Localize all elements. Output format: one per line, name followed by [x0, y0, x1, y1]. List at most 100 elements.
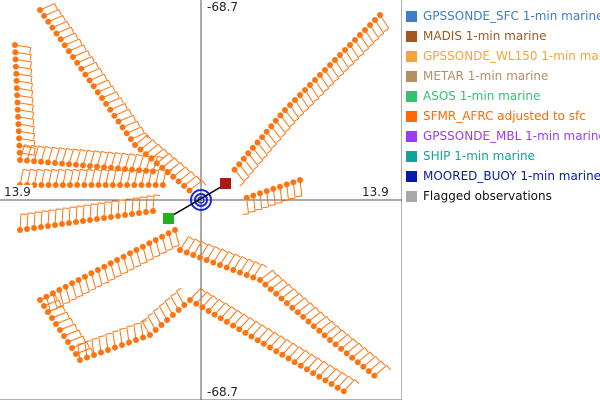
wind-barb-flag	[60, 148, 66, 150]
wind-barb-staff	[56, 318, 71, 324]
wind-barb-flag	[242, 257, 247, 260]
red-obs-marker[interactable]	[220, 178, 231, 189]
wind-barb-flag	[141, 127, 143, 132]
wind-barb-flag	[39, 146, 45, 148]
wind-barb-flag	[81, 150, 87, 152]
wind-barb-flag	[148, 259, 154, 261]
wind-barb-staff	[301, 354, 312, 366]
wind-barb-flag	[180, 162, 184, 167]
wind-barb-staff	[196, 292, 207, 304]
wind-barb-staff	[118, 153, 123, 168]
wind-barb-flag	[33, 112, 34, 118]
wind-barb-flag	[195, 239, 200, 242]
wind-barb-map[interactable]	[0, 0, 402, 400]
wind-barb-flag	[30, 55, 31, 61]
wind-barb-flag	[122, 272, 128, 274]
wind-barb-staff	[258, 143, 268, 156]
wind-barb-flag	[327, 316, 331, 321]
legend-swatch	[406, 11, 417, 22]
wind-barb-staff	[179, 171, 192, 181]
wind-barb-staff	[320, 75, 329, 88]
wind-barb-flag	[309, 103, 314, 106]
wind-barb-flag	[354, 58, 359, 61]
wind-plot-area[interactable]: -68.7 -68.7 13.9 13.9	[0, 0, 402, 400]
wind-barb-flag	[31, 76, 32, 82]
wind-barb-flag	[164, 149, 168, 154]
legend-item[interactable]: GPSSONDE_MBL 1-min marine	[406, 126, 600, 146]
sfmr-observation-dot[interactable]	[74, 60, 80, 66]
wind-barb-staff	[282, 343, 293, 355]
wind-barb-flag	[141, 262, 147, 264]
wind-barb-flag	[281, 336, 285, 340]
legend-item[interactable]: MOORED_BUOY 1-min marine	[406, 166, 600, 186]
wind-barb-flag	[158, 144, 162, 149]
wind-barb-flag	[202, 181, 206, 186]
wind-barb-flag	[63, 15, 65, 21]
wind-barb-flag	[337, 326, 341, 331]
sfmr-observation-dot[interactable]	[127, 250, 133, 256]
wind-barb-flag	[219, 299, 223, 303]
wind-barb-staff	[44, 10, 59, 16]
legend-item[interactable]: ASOS 1-min marine	[406, 86, 600, 106]
wind-barb-flag	[137, 154, 143, 156]
wind-barb-flag	[304, 108, 309, 111]
wind-barb-flag	[85, 341, 91, 342]
wind-barb-flag	[92, 57, 94, 63]
wind-barb-flag	[342, 330, 346, 335]
wind-barb-flag	[189, 237, 194, 240]
wind-barb-flag	[23, 169, 29, 170]
wind-barb-flag	[32, 91, 33, 97]
wind-barb-staff	[55, 148, 60, 163]
wind-barb-flag	[222, 249, 227, 252]
legend-item[interactable]: METAR 1-min marine	[406, 66, 600, 86]
wind-barb-flag	[59, 10, 61, 16]
legend-item[interactable]: GPSSONDE_WL150 1-min marine	[406, 46, 600, 66]
wind-barb-flag	[339, 73, 344, 76]
sfmr-observation-dot[interactable]	[250, 275, 256, 281]
wind-barb-flag	[232, 307, 236, 311]
wind-barb-staff	[98, 270, 102, 285]
wind-barb-staff	[271, 280, 284, 290]
wind-barb-flag	[59, 300, 61, 306]
wind-barb-flag	[67, 148, 73, 150]
wind-barb-staff	[60, 324, 75, 330]
wind-barb-flag	[244, 177, 249, 181]
wind-barb-flag	[167, 249, 173, 251]
wind-barb-flag	[104, 74, 106, 80]
legend-item[interactable]: SFMR_AFRC adjusted to sfc	[406, 106, 600, 126]
legend-item[interactable]: MADIS 1-min marine	[406, 26, 600, 46]
wind-barb-flag	[96, 285, 102, 287]
right-axis-label: 13.9	[360, 185, 391, 199]
wind-barb-flag	[296, 196, 302, 197]
wind-barb-flag	[348, 334, 352, 339]
wind-barb-flag	[129, 269, 135, 271]
legend-label: ASOS 1-min marine	[423, 89, 540, 103]
legend-item[interactable]: Flagged observations	[406, 186, 600, 206]
wind-barb-flag	[369, 43, 374, 46]
wind-barb-staff	[48, 15, 63, 21]
wind-barb-flag	[344, 68, 349, 71]
wind-barb-staff	[290, 105, 299, 118]
legend-item[interactable]: SHIP 1-min marine	[406, 146, 600, 166]
wind-barb-staff	[314, 316, 327, 326]
wind-barb-staff	[156, 240, 160, 255]
wind-barb-staff	[310, 85, 319, 98]
wind-barb-staff	[117, 260, 121, 275]
wind-barb-flag	[364, 48, 369, 51]
wind-barb-staff	[162, 237, 166, 252]
wind-barb-staff	[215, 303, 226, 315]
wind-barb-staff	[165, 301, 173, 315]
wind-barb-flag	[55, 294, 57, 300]
wind-barb-staff	[369, 361, 381, 371]
legend-item[interactable]: GPSSONDE_SFC 1-min marine	[406, 6, 600, 26]
wind-barb-staff	[104, 152, 109, 167]
wind-barb-flag	[130, 154, 136, 156]
wind-barb-flag	[267, 150, 272, 154]
wind-barb-flag	[176, 288, 181, 291]
wind-barb-flag	[92, 338, 98, 339]
wind-barb-flag	[174, 245, 180, 247]
green-obs-marker[interactable]	[163, 213, 174, 224]
wind-barb-staff	[69, 45, 84, 51]
wind-barb-flag	[324, 88, 329, 91]
wind-barb-staff	[270, 336, 281, 348]
